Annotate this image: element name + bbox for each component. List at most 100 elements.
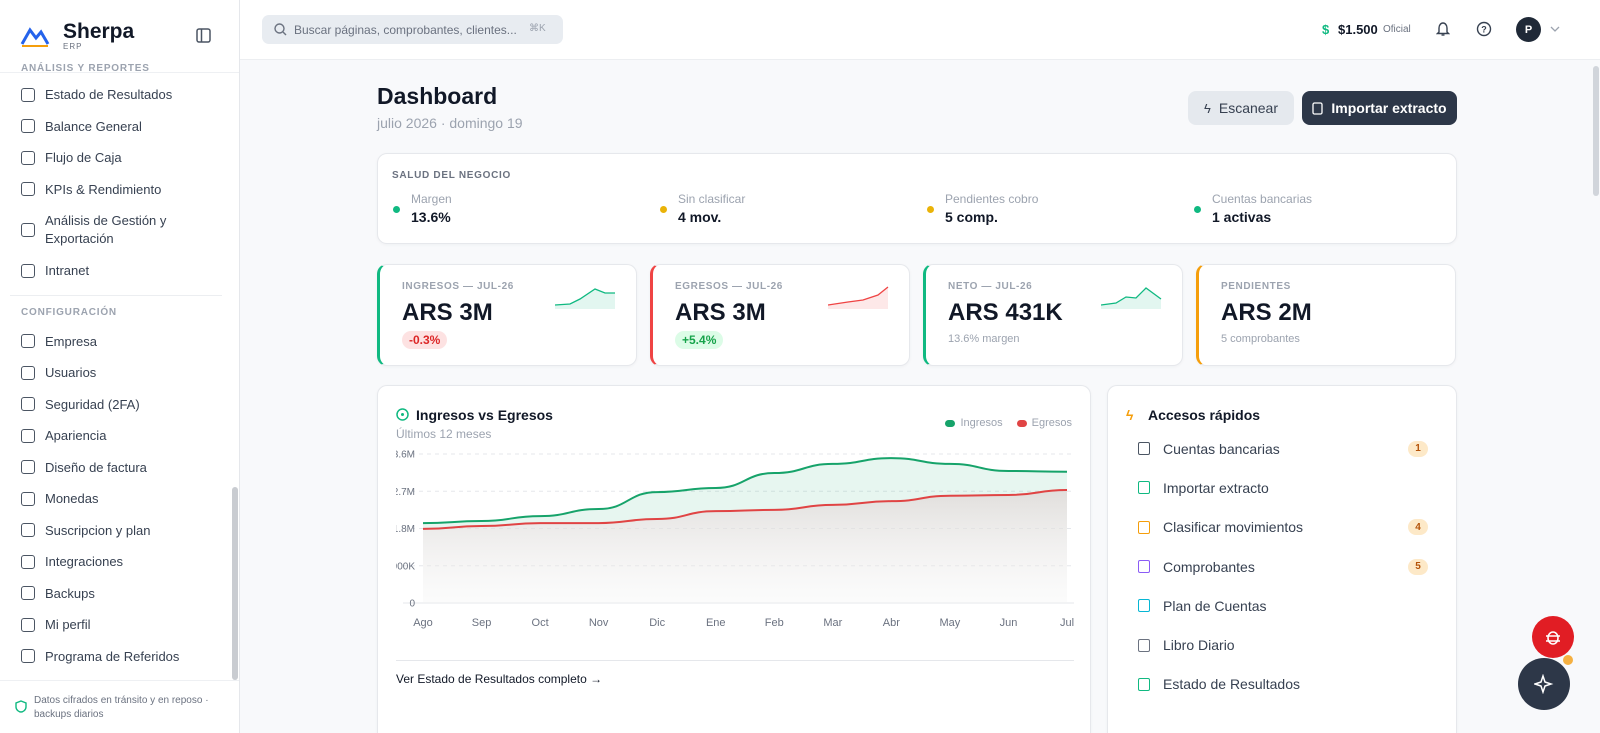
nav-item[interactable]: Análisis de Gestión y Exportación — [0, 205, 232, 255]
quick-label: Libro Diario — [1163, 637, 1235, 654]
quick-item[interactable]: Libro Diario — [1108, 625, 1458, 664]
nav-icon — [21, 649, 35, 664]
health-label: Sin clasificar — [678, 192, 746, 206]
health-title: SALUD DEL NEGOCIO — [392, 170, 511, 181]
sparkline — [555, 288, 615, 309]
nav-item[interactable]: Estado de Resultados — [0, 79, 232, 111]
quick-icon — [1138, 677, 1150, 691]
nav-item[interactable]: Diseño de factura — [0, 452, 232, 484]
nav-item[interactable]: Apariencia — [0, 420, 232, 452]
quick-list: Cuentas bancarias 1 Importar extracto Clasi… — [1108, 429, 1458, 704]
nav-icon — [21, 460, 35, 475]
x-tick-label: Nov — [589, 617, 609, 629]
bolt-icon: ϟ — [1126, 407, 1134, 423]
nav-item[interactable]: Suscripcion y plan — [0, 515, 232, 547]
nav-label: Usuarios — [45, 365, 97, 381]
quick-title: Accesos rápidos — [1148, 407, 1261, 423]
nav-item[interactable]: Programa de Referidos — [0, 641, 232, 673]
search-box[interactable]: Buscar páginas, comprobantes, clientes..… — [262, 15, 563, 44]
nav-item[interactable]: Flujo de Caja — [0, 142, 232, 174]
sidebar: Sherpa ERP ANÁLISIS Y REPORTES Estado de … — [0, 0, 240, 733]
status-dot — [393, 206, 400, 213]
kpi-label: INGRESOS — JUL-26 — [402, 281, 514, 292]
quick-icon — [1138, 520, 1150, 534]
x-tick-label: Sep — [472, 617, 492, 629]
health-label: Pendientes cobro — [945, 192, 1039, 206]
nav-label: Flujo de Caja — [45, 150, 122, 166]
nav-item[interactable]: Empresa — [0, 326, 232, 358]
quick-badge: 5 — [1408, 558, 1428, 575]
area — [423, 490, 1067, 603]
spark-line — [828, 286, 889, 306]
kpi-label: NETO — JUL-26 — [948, 281, 1033, 292]
nav-item[interactable]: Usuarios — [0, 357, 232, 389]
nav-icon — [21, 87, 35, 102]
kpi-sub: 13.6% margen — [948, 333, 1020, 345]
nav-icon — [21, 523, 35, 538]
quick-item[interactable]: Clasificar movimientos 4 — [1108, 508, 1458, 547]
rate-type: Oficial — [1383, 24, 1411, 35]
chart-subtitle: Últimos 12 meses — [396, 427, 492, 441]
brand-sub: ERP — [63, 42, 83, 51]
shield-icon — [15, 700, 27, 713]
x-tick-label: Ene — [706, 617, 726, 629]
nav-item[interactable]: Backups — [0, 578, 232, 610]
collapse-button[interactable] — [196, 28, 211, 43]
y-tick-label: 0 — [409, 599, 415, 610]
quick-item[interactable]: Plan de Cuentas — [1108, 586, 1458, 625]
health-value: 13.6% — [411, 209, 451, 225]
import-label: Importar extracto — [1331, 100, 1447, 116]
legend: Ingresos Egresos — [945, 417, 1072, 429]
nav: ANÁLISIS Y REPORTES Estado de Resultados B… — [0, 60, 232, 680]
y-tick-label: 900K — [392, 561, 416, 572]
nav-item[interactable]: KPIs & Rendimiento — [0, 174, 232, 206]
avatar[interactable]: P — [1516, 17, 1541, 42]
nav-label: Backups — [45, 585, 95, 601]
nav-icon — [21, 182, 35, 197]
topbar: Buscar páginas, comprobantes, clientes..… — [240, 0, 1600, 60]
bug-button[interactable] — [1532, 616, 1574, 658]
quick-label: Importar extracto — [1163, 479, 1269, 496]
kpi-value: ARS 3M — [402, 299, 493, 326]
scrollbar — [232, 487, 238, 680]
logo — [20, 27, 50, 47]
help-button[interactable]: ? — [1476, 21, 1492, 37]
quick-item[interactable]: Comprobantes 5 — [1108, 547, 1458, 586]
notifications-button[interactable] — [1436, 21, 1450, 37]
health-card: SALUD DEL NEGOCIO Margen 13.6% Sin clasifi… — [377, 153, 1457, 244]
quick-item[interactable]: Estado de Resultados — [1108, 665, 1458, 704]
quick-item[interactable]: Importar extracto — [1108, 468, 1458, 507]
legend-item: Egresos — [1016, 417, 1072, 429]
line — [422, 457, 1068, 525]
nav-icon — [21, 119, 35, 134]
search-icon — [274, 23, 287, 36]
kpi-badge: +5.4% — [675, 331, 724, 349]
exchange-rate: $1.500 — [1338, 22, 1378, 37]
chart-link[interactable]: Ver Estado de Resultados completo → — [396, 672, 603, 686]
assistant-button[interactable] — [1518, 658, 1570, 710]
nav-item[interactable]: Mi perfil — [0, 609, 232, 641]
nav-item[interactable]: Integraciones — [0, 546, 232, 578]
quick-label: Comprobantes — [1163, 558, 1255, 575]
nav-item[interactable]: Intranet — [0, 255, 232, 287]
legend-item: Ingresos — [945, 417, 1003, 429]
health-label: Margen — [411, 192, 452, 206]
import-button[interactable]: Importar extracto — [1302, 91, 1457, 125]
quick-icon — [1138, 481, 1150, 495]
x-tick-label: May — [940, 617, 961, 629]
nav-label: Integraciones — [45, 554, 124, 570]
health-value: 5 comp. — [945, 209, 998, 225]
nav-item[interactable]: Seguridad (2FA) — [0, 389, 232, 421]
nav-item[interactable]: Balance General — [0, 111, 232, 143]
kpi-card: INGRESOS — JUL-26 ARS 3M -0.3% — [377, 264, 637, 366]
quick-item[interactable]: Cuentas bancarias 1 — [1108, 429, 1458, 468]
nav-icon — [21, 263, 35, 278]
x-tick-label: Feb — [765, 617, 784, 629]
nav-label: Apariencia — [45, 428, 107, 444]
page-scrollbar — [1593, 66, 1599, 196]
area — [423, 458, 1067, 529]
scan-button[interactable]: ϟ Escanear — [1188, 91, 1294, 125]
quick-label: Cuentas bancarias — [1163, 440, 1280, 457]
nav-item[interactable]: Monedas — [0, 483, 232, 515]
bug-icon — [1546, 631, 1560, 645]
